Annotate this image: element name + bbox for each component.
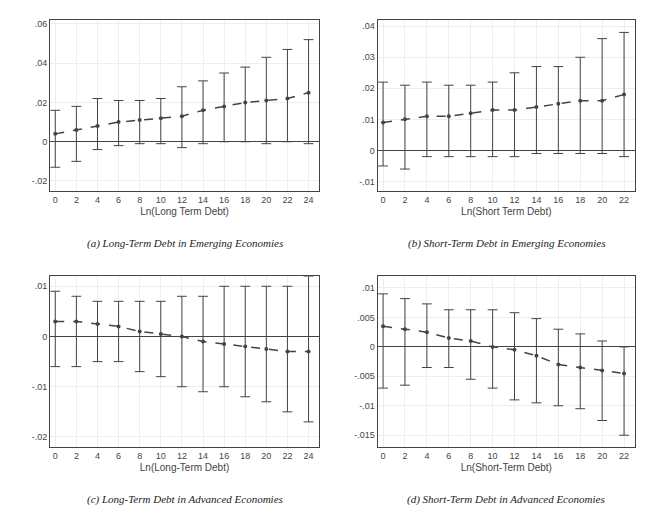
svg-text:4: 4 (424, 451, 429, 461)
svg-text:0: 0 (53, 451, 58, 461)
svg-text:10: 10 (488, 451, 498, 461)
svg-text:2: 2 (402, 451, 407, 461)
svg-text:16: 16 (553, 451, 563, 461)
svg-text:20: 20 (261, 451, 271, 461)
svg-text:.005: .005 (357, 313, 375, 323)
svg-text:-.01: -.01 (359, 177, 375, 187)
svg-text:8: 8 (468, 195, 473, 205)
svg-text:24: 24 (304, 195, 314, 205)
svg-text:2: 2 (74, 195, 79, 205)
svg-text:22: 22 (282, 451, 292, 461)
svg-text:10: 10 (156, 195, 166, 205)
svg-text:Ln(Short-Term Debt): Ln(Short-Term Debt) (461, 462, 552, 473)
svg-text:.04: .04 (362, 21, 375, 31)
svg-text:-.02: -.02 (32, 176, 48, 186)
svg-text:4: 4 (95, 195, 100, 205)
svg-text:Ln(Long-Term Debt): Ln(Long-Term Debt) (140, 462, 229, 473)
svg-text:-.02: -.02 (32, 432, 48, 442)
svg-text:(a) Long-Term Debt in Emerging: (a) Long-Term Debt in Emerging Economies (87, 237, 283, 250)
svg-text:.02: .02 (362, 83, 375, 93)
svg-text:-.01: -.01 (359, 401, 375, 411)
svg-text:0: 0 (42, 332, 47, 342)
svg-text:0: 0 (370, 342, 375, 352)
svg-text:10: 10 (156, 451, 166, 461)
svg-text:16: 16 (553, 195, 563, 205)
svg-text:4: 4 (95, 451, 100, 461)
svg-text:0: 0 (381, 451, 386, 461)
svg-text:16: 16 (219, 195, 229, 205)
svg-text:18: 18 (575, 451, 585, 461)
svg-text:20: 20 (261, 195, 271, 205)
svg-text:10: 10 (488, 195, 498, 205)
svg-text:.01: .01 (35, 281, 48, 291)
svg-text:.03: .03 (362, 52, 375, 62)
svg-text:Ln(Short Term Debt): Ln(Short Term Debt) (461, 206, 551, 217)
svg-text:2: 2 (402, 195, 407, 205)
svg-text:12: 12 (177, 195, 187, 205)
svg-text:22: 22 (619, 195, 629, 205)
svg-text:0: 0 (381, 195, 386, 205)
svg-text:(b) Short-Term Debt in Emergin: (b) Short-Term Debt in Emerging Economie… (408, 237, 605, 250)
svg-text:18: 18 (240, 451, 250, 461)
svg-text:-.01: -.01 (32, 382, 48, 392)
svg-text:6: 6 (446, 451, 451, 461)
svg-text:6: 6 (446, 195, 451, 205)
svg-text:.02: .02 (35, 98, 48, 108)
svg-text:0: 0 (42, 137, 47, 147)
svg-text:(c) Long-Term Debt in Advanced: (c) Long-Term Debt in Advanced Economies (87, 493, 283, 506)
svg-text:6: 6 (116, 451, 121, 461)
svg-text:22: 22 (282, 195, 292, 205)
svg-text:0: 0 (53, 195, 58, 205)
svg-text:8: 8 (468, 451, 473, 461)
svg-text:(d) Short-Term Debt in Advance: (d) Short-Term Debt in Advanced Economie… (407, 493, 605, 506)
svg-text:-.005: -.005 (354, 371, 375, 381)
svg-text:20: 20 (597, 195, 607, 205)
svg-text:6: 6 (116, 195, 121, 205)
svg-text:14: 14 (198, 195, 208, 205)
svg-text:14: 14 (531, 195, 541, 205)
svg-text:12: 12 (510, 195, 520, 205)
svg-text:Ln(Long Term Debt): Ln(Long Term Debt) (140, 206, 229, 217)
svg-text:18: 18 (575, 195, 585, 205)
svg-text:0: 0 (370, 146, 375, 156)
svg-text:20: 20 (597, 451, 607, 461)
svg-text:8: 8 (137, 195, 142, 205)
svg-text:.01: .01 (362, 115, 375, 125)
svg-text:14: 14 (531, 451, 541, 461)
svg-text:8: 8 (137, 451, 142, 461)
svg-text:18: 18 (240, 195, 250, 205)
svg-text:24: 24 (304, 451, 314, 461)
svg-text:22: 22 (619, 451, 629, 461)
svg-text:12: 12 (510, 451, 520, 461)
svg-text:-.015: -.015 (354, 430, 375, 440)
svg-text:4: 4 (424, 195, 429, 205)
svg-text:.06: .06 (35, 19, 48, 29)
svg-text:14: 14 (198, 451, 208, 461)
svg-text:12: 12 (177, 451, 187, 461)
svg-text:.01: .01 (362, 283, 375, 293)
svg-text:16: 16 (219, 451, 229, 461)
svg-text:.04: .04 (35, 58, 48, 68)
svg-text:2: 2 (74, 451, 79, 461)
